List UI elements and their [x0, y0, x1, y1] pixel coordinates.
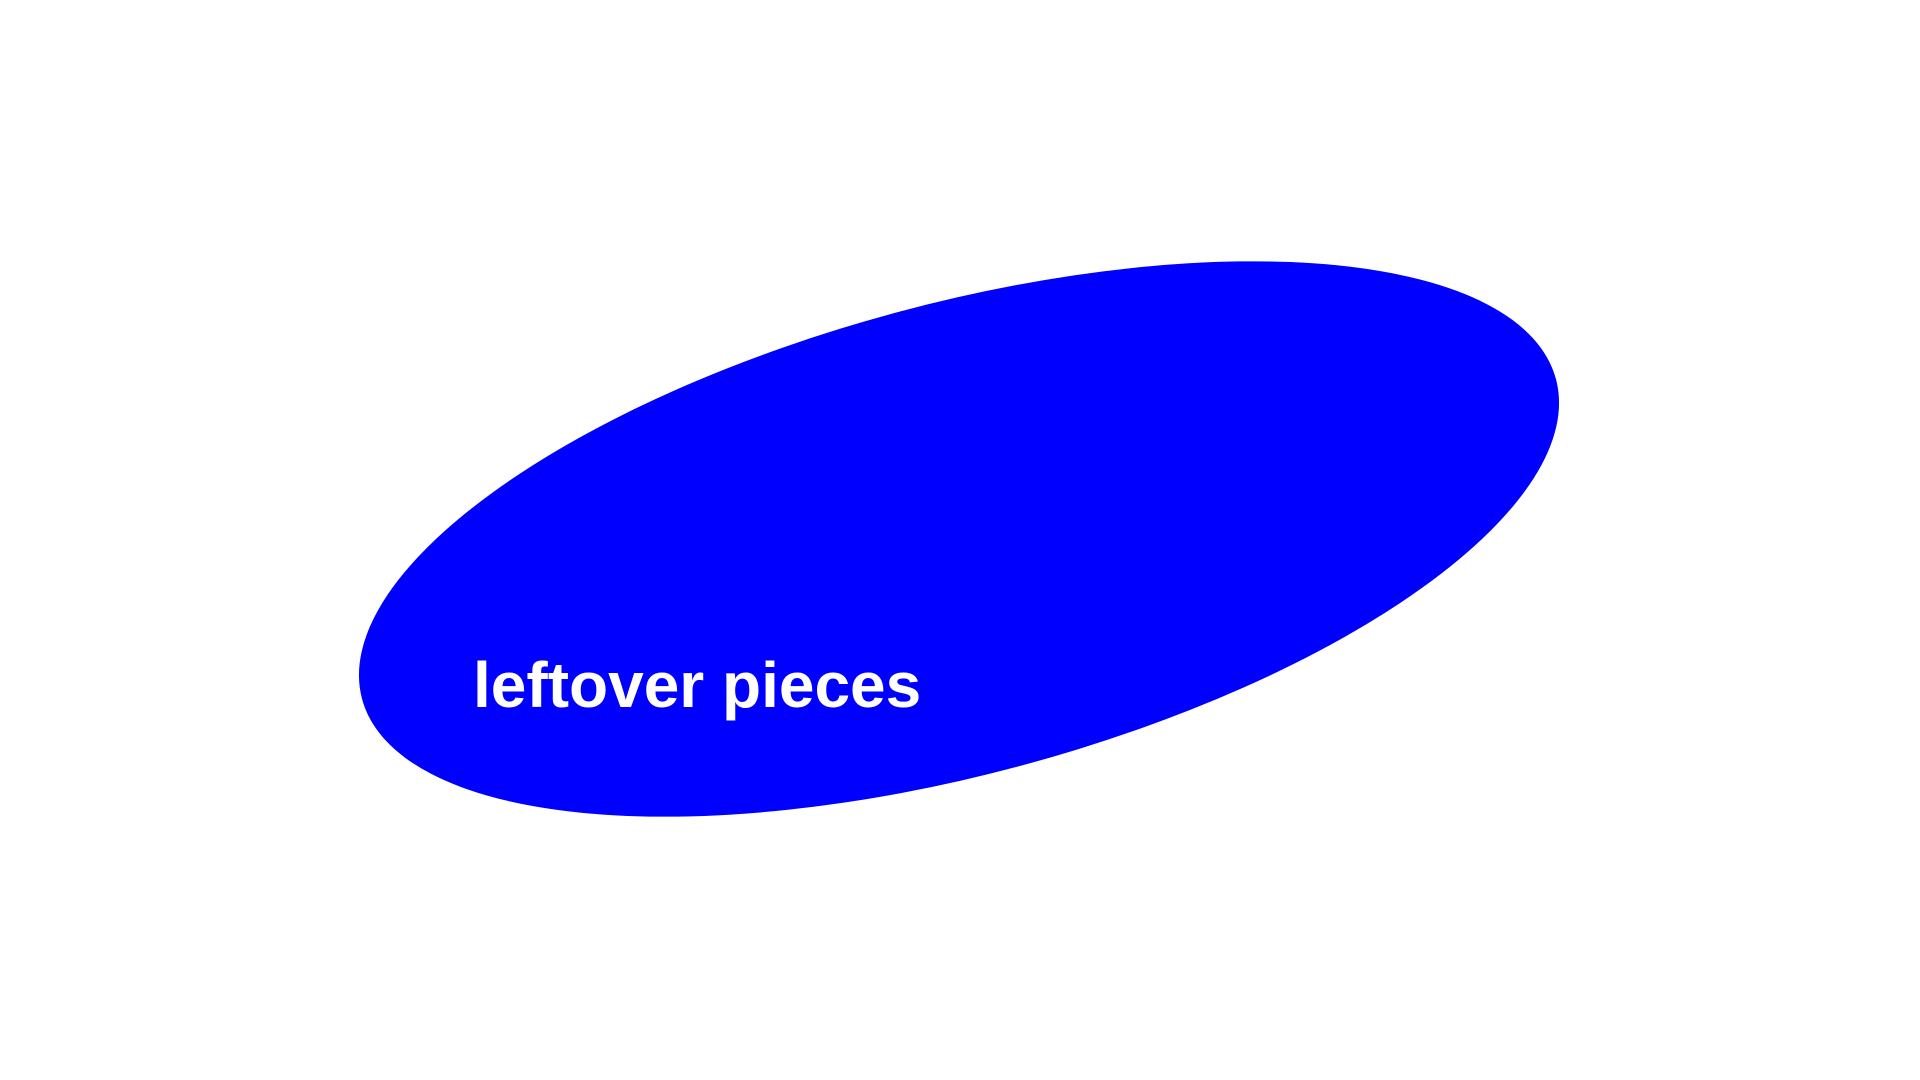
label: leftover pieces [473, 649, 921, 721]
blue-ellipse [358, 261, 1560, 817]
